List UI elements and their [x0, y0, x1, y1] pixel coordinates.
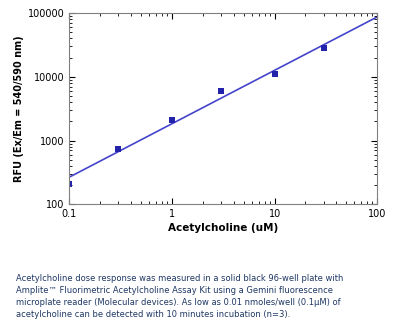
Point: [169, 118, 175, 123]
Text: Acetylcholine dose response was measured in a solid black 96-well plate with
Amp: Acetylcholine dose response was measured…: [16, 274, 343, 319]
Y-axis label: RFU (Ex/Em = 540/590 nm): RFU (Ex/Em = 540/590 nm): [14, 35, 24, 182]
Point: [66, 181, 73, 186]
Point: [218, 88, 224, 93]
Point: [320, 46, 327, 51]
Point: [272, 71, 278, 77]
X-axis label: Acetylcholine (uM): Acetylcholine (uM): [168, 223, 278, 233]
Point: [115, 146, 121, 151]
